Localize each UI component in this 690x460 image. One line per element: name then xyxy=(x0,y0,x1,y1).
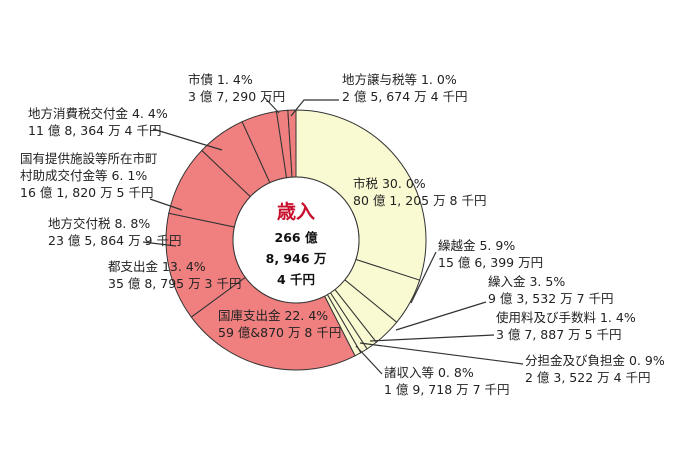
slice-label-kokuyu-line-1: 国有提供施設等所在市町 xyxy=(20,151,158,166)
center-total-line-1: 266 億 xyxy=(275,230,318,245)
leader-line-shisai xyxy=(263,96,280,114)
slice-label-shizei-line-1: 市税 30. 0% xyxy=(353,176,426,191)
leader-line-kurikoshi xyxy=(410,251,437,304)
slice-label-chihokofu: 地方交付税 8. 8% 23 億 5, 864 万 9 千円 xyxy=(48,216,181,248)
leader-line-joyozei xyxy=(290,99,339,117)
slice-label-kokuyu-line-2: 村助成交付金等 6. 1% xyxy=(20,168,147,183)
slice-label-buntankin-line-1: 分担金及び負担金 0. 9% xyxy=(525,353,665,368)
slice-label-toshishutsu-line-1: 都支出金 13. 4% xyxy=(108,259,206,274)
slice-label-shohizei-line-1: 地方消費税交付金 4. 4% xyxy=(28,106,168,121)
slice-label-chihokofu-line-1: 地方交付税 8. 8% xyxy=(48,216,150,231)
slice-label-shoshunyu: 諸収入等 0. 8% 1 億 9, 718 万 7 千円 xyxy=(384,365,510,397)
slice-label-shizei: 市税 30. 0% 80 億 1, 205 万 8 千円 xyxy=(353,176,486,208)
donut-hole xyxy=(232,176,360,304)
slice-label-kurinyu: 繰入金 3. 5% 9 億 3, 532 万 7 千円 xyxy=(488,274,614,306)
slice-label-buntankin-line-2: 2 億 3, 522 万 4 千円 xyxy=(525,370,651,385)
slice-label-buntankin: 分担金及び負担金 0. 9% 2 億 3, 522 万 4 千円 xyxy=(525,353,665,385)
slice-label-chihokofu-line-2: 23 億 5, 864 万 9 千円 xyxy=(48,233,181,248)
slice-label-kokko-line-1: 国庫支出金 22. 4% xyxy=(218,308,328,323)
slice-label-kurinyu-line-1: 繰入金 3. 5% xyxy=(488,274,565,289)
slice-label-shisai-line-2: 3 億 7, 290 万円 xyxy=(188,89,285,104)
slice-label-shisai: 市債 1. 4% 3 億 7, 290 万円 xyxy=(188,72,285,104)
slice-label-shizei-line-2: 80 億 1, 205 万 8 千円 xyxy=(353,193,486,208)
leader-line-shohizei xyxy=(152,128,223,151)
slices-layer xyxy=(165,109,427,371)
leader-line-kokuyu xyxy=(149,198,183,211)
center-total-line-2: 8, 946 万 xyxy=(266,251,327,266)
leader-line-buntankin xyxy=(359,342,524,365)
center-title: 歳入 xyxy=(277,201,315,223)
slice-label-kokuyu: 国有提供施設等所在市町村助成交付金等 6. 1% 16 億 1, 820 万 5 … xyxy=(20,151,158,200)
slice-label-shohizei: 地方消費税交付金 4. 4% 11 億 8, 364 万 4 千円 xyxy=(28,106,168,138)
slice-label-kurikoshi-line-2: 15 億 6, 399 万円 xyxy=(438,255,543,270)
slice-label-shiyoryo-line-1: 使用料及び手数料 1. 4% xyxy=(496,310,636,325)
slice-label-joyozei-line-2: 2 億 5, 674 万 4 千円 xyxy=(342,89,468,104)
slice-label-kokko-line-2: 59 億&870 万 8 千円 xyxy=(218,325,341,340)
leader-line-shoshunyu xyxy=(355,345,383,375)
leader-lines-layer xyxy=(142,96,524,375)
slice-label-shiyoryo-line-2: 3 億 7, 887 万 5 千円 xyxy=(496,327,622,342)
slice-label-kurikoshi-line-1: 繰越金 5. 9% xyxy=(438,238,515,253)
slice-label-shoshunyu-line-1: 諸収入等 0. 8% xyxy=(384,365,474,380)
slice-label-joyozei-line-1: 地方譲与税等 1. 0% xyxy=(342,72,457,87)
leader-line-kurinyu xyxy=(395,301,487,331)
leader-line-shiyoryo xyxy=(369,334,495,342)
slice-label-kokuyu-line-3: 16 億 1, 820 万 5 千円 xyxy=(20,185,153,200)
center-total-line-3: 4 千円 xyxy=(277,272,315,287)
slice-label-joyozei: 地方譲与税等 1. 0% 2 億 5, 674 万 4 千円 xyxy=(342,72,468,104)
slice-label-shoshunyu-line-2: 1 億 9, 718 万 7 千円 xyxy=(384,382,510,397)
slice-label-toshishutsu-line-2: 35 億 8, 795 万 3 千円 xyxy=(108,276,241,291)
slice-label-kurikoshi: 繰越金 5. 9% 15 億 6, 399 万円 xyxy=(438,238,543,270)
leader-line-chihokofu xyxy=(142,241,177,247)
slice-label-kurinyu-line-2: 9 億 3, 532 万 7 千円 xyxy=(488,291,614,306)
slice-label-shohizei-line-2: 11 億 8, 364 万 4 千円 xyxy=(28,123,161,138)
slice-label-kokko: 国庫支出金 22. 4% 59 億&870 万 8 千円 xyxy=(218,308,341,340)
slice-label-shiyoryo: 使用料及び手数料 1. 4% 3 億 7, 887 万 5 千円 xyxy=(496,310,636,342)
slice-label-shisai-line-1: 市債 1. 4% xyxy=(188,72,253,87)
donut-center: 歳入 266 億 8, 946 万 4 千円 xyxy=(266,201,327,287)
slice-label-toshishutsu: 都支出金 13. 4% 35 億 8, 795 万 3 千円 xyxy=(108,259,241,291)
